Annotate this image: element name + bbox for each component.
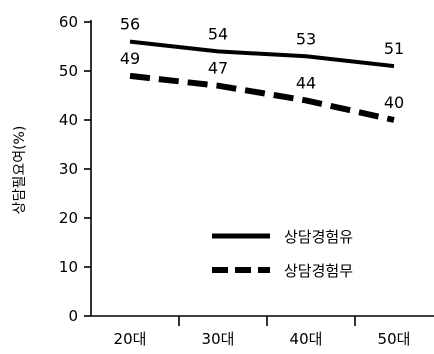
y-tick-label: 60: [59, 13, 78, 31]
x-tick-label: 20대: [114, 330, 147, 348]
x-tick-label: 30대: [202, 330, 235, 348]
series-layer: [129, 39, 395, 123]
y-ticks: 0 10 20 30 40 50 60: [59, 13, 91, 325]
axes: 0 10 20 30 40 50 60 20대 30대 40대 50대: [59, 13, 434, 348]
data-label: 51: [384, 39, 404, 58]
legend-label-2: 상담경험무: [284, 262, 353, 280]
series-line-1: [129, 39, 395, 69]
y-tick-label: 10: [59, 258, 78, 276]
data-labels: 56 54 53 51 49 47 44 40: [120, 15, 404, 112]
data-label: 40: [384, 93, 404, 112]
y-tick-label: 0: [68, 307, 78, 325]
data-label: 44: [296, 73, 316, 92]
data-label: 53: [296, 29, 316, 48]
data-label: 54: [208, 24, 228, 43]
data-label: 56: [120, 15, 140, 34]
y-tick-label: 40: [59, 111, 78, 129]
y-tick-label: 20: [59, 209, 78, 227]
data-label: 49: [120, 49, 140, 68]
y-tick-label: 50: [59, 62, 78, 80]
y-tick-label: 30: [59, 160, 78, 178]
y-axis-title: 상담필요여(%): [12, 126, 28, 215]
x-tick-label: 50대: [378, 330, 411, 348]
x-ticks: 20대 30대 40대 50대: [114, 316, 411, 348]
series-line-2: [129, 72, 395, 123]
x-tick-label: 40대: [290, 330, 323, 348]
legend-label-1: 상담경험유: [284, 228, 353, 246]
data-label: 47: [208, 59, 228, 78]
